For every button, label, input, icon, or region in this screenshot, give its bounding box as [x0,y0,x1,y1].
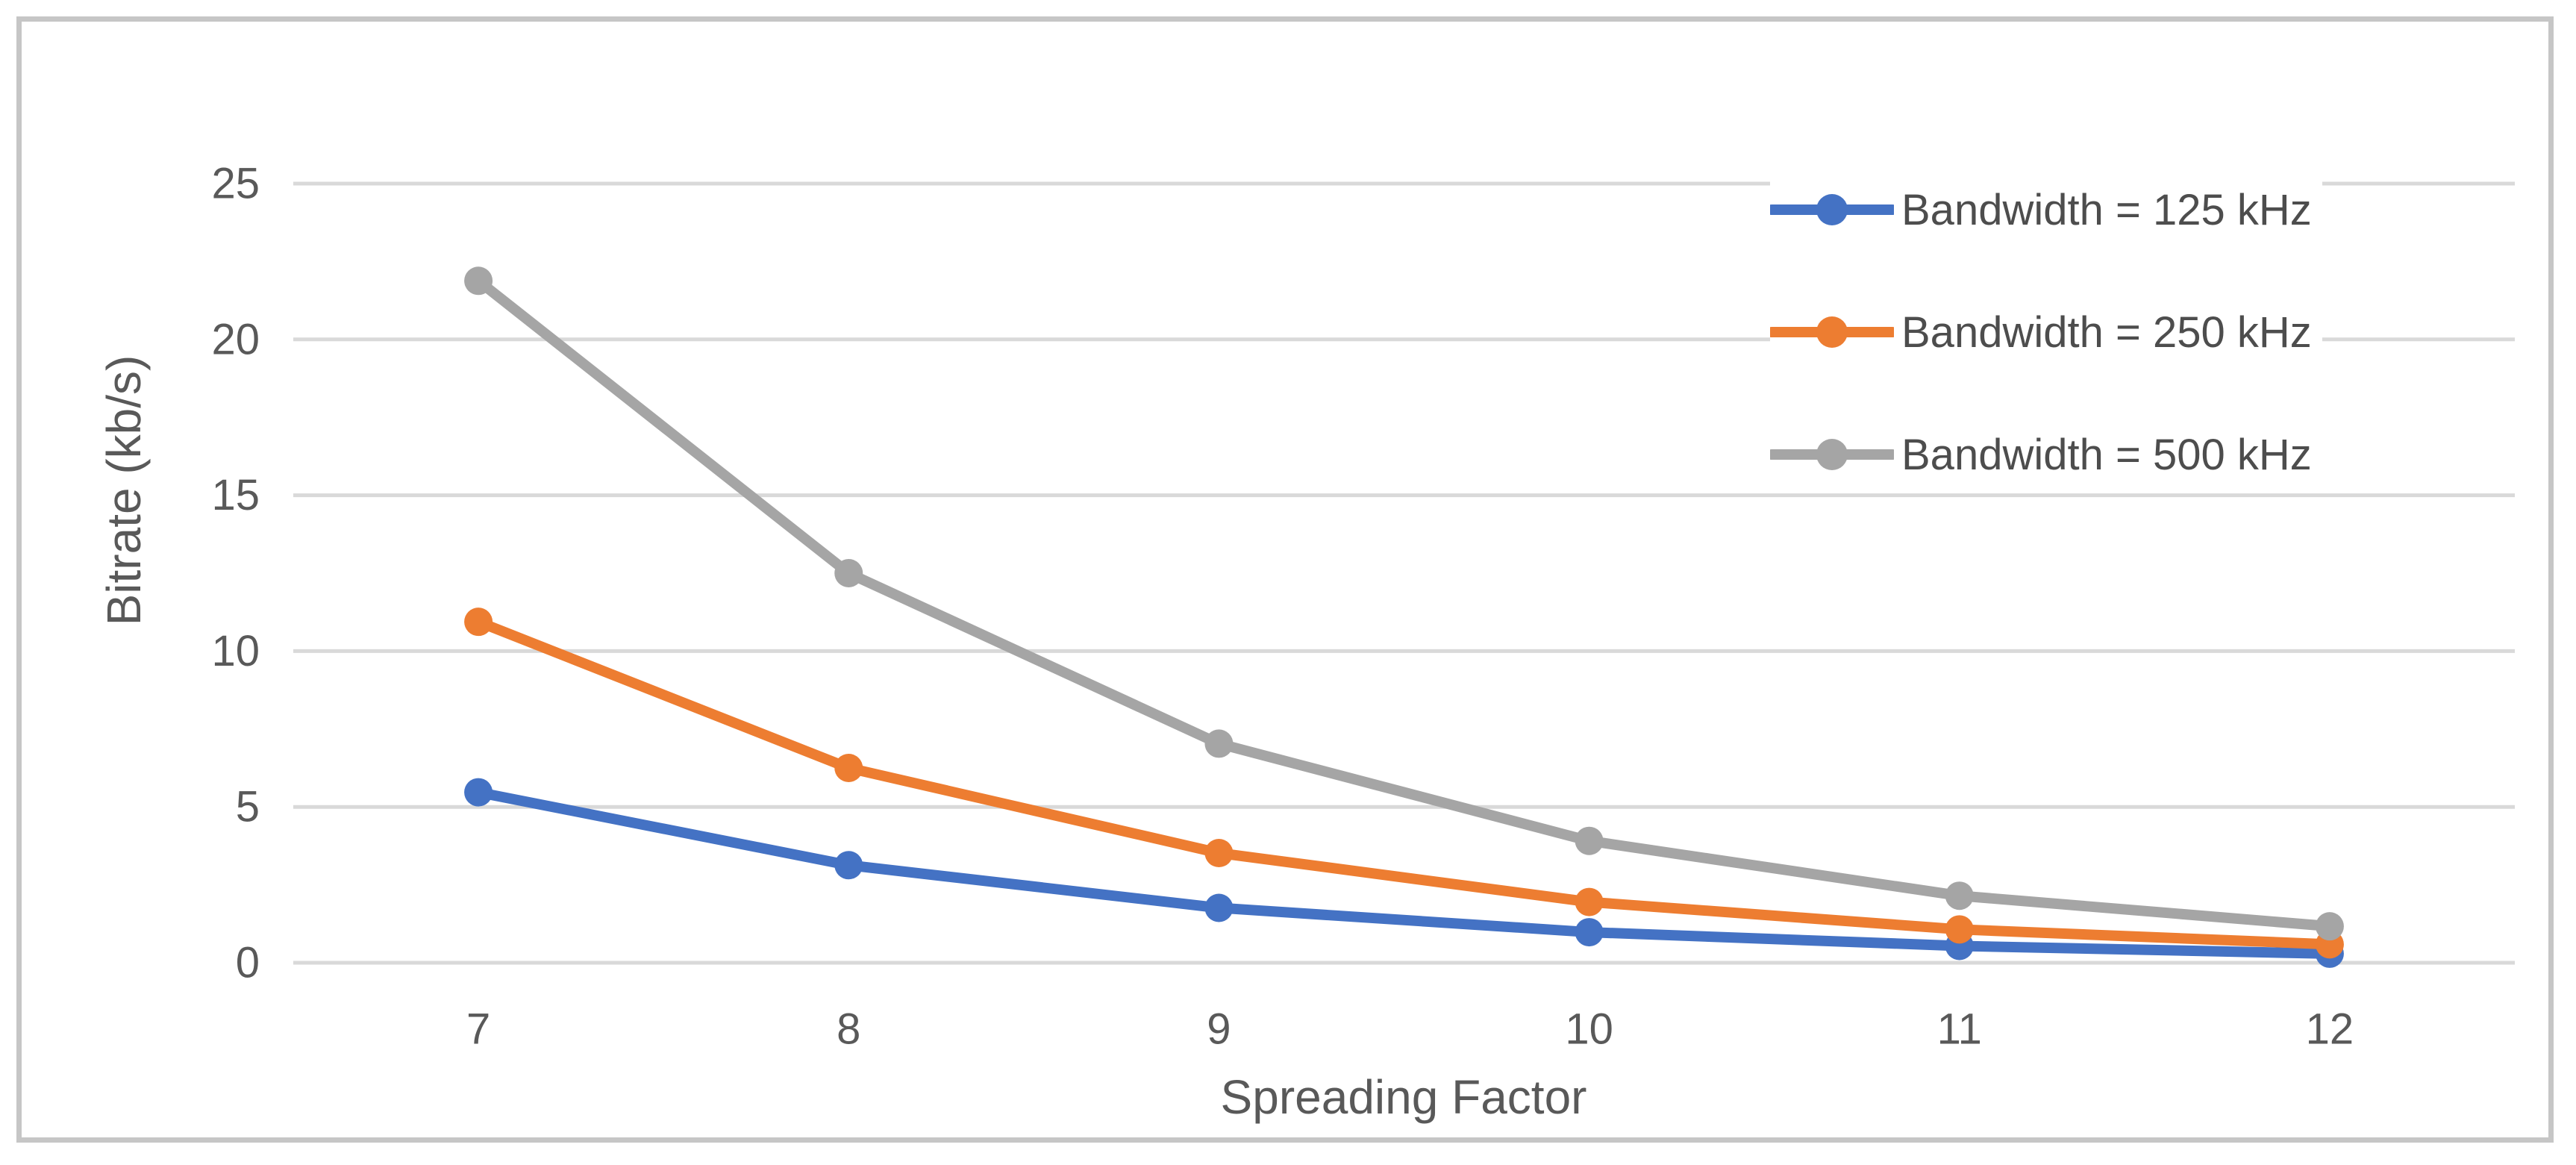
y-tick-label: 20 [211,315,260,363]
series-line-bandwidth-500-khz [473,275,2335,932]
data-point-sf12 [2315,912,2344,941]
legend-label: Bandwidth = 250 kHz [1901,307,2312,357]
data-point-sf11 [1945,915,1974,944]
legend-label: Bandwidth = 500 kHz [1901,430,2312,479]
x-tick-label: 9 [1207,1005,1231,1054]
data-point-sf9 [1204,729,1234,758]
x-tick-label: 12 [2306,1005,2354,1054]
data-point-sf10 [1575,918,1604,947]
data-point-sf7 [464,608,493,637]
x-axis-title: Spreading Factor [1220,1070,1587,1124]
legend-item: Bandwidth = 500 kHz [1770,424,2322,485]
data-point-sf10 [1575,826,1604,855]
legend-marker-icon [1770,439,1894,470]
legend-item: Bandwidth = 250 kHz [1770,302,2322,363]
data-point-sf8 [834,559,863,587]
data-point-sf9 [1204,839,1234,868]
y-tick-label: 10 [211,627,260,675]
y-tick-label: 15 [211,471,260,519]
data-point-sf8 [834,851,863,880]
y-tick-label: 5 [236,783,260,831]
legend-label: Bandwidth = 125 kHz [1901,185,2312,234]
legend-marker-icon [1770,316,1894,348]
series-line-bandwidth-250-khz [473,616,2335,950]
series-line-bandwidth-125-khz [473,787,2335,959]
legend-item: Bandwidth = 125 kHz [1770,179,2322,240]
y-tick-label: 0 [236,939,260,987]
y-axis-title: Bitrate (kb/s) [97,355,151,626]
x-tick-label: 8 [837,1005,860,1054]
data-point-sf8 [834,754,863,782]
x-tick-label: 10 [1565,1005,1613,1054]
data-point-sf11 [1945,881,1974,911]
legend: Bandwidth = 125 kHz Bandwidth = 250 kHz Ba… [1770,179,2322,485]
data-point-sf7 [464,778,493,807]
x-tick-label: 7 [466,1005,490,1054]
x-tick-label: 11 [1937,1005,1982,1054]
y-tick-label: 25 [211,160,260,208]
data-point-sf10 [1575,887,1604,916]
legend-marker-icon [1770,194,1894,225]
data-point-sf9 [1204,893,1234,922]
data-point-sf7 [464,266,493,296]
